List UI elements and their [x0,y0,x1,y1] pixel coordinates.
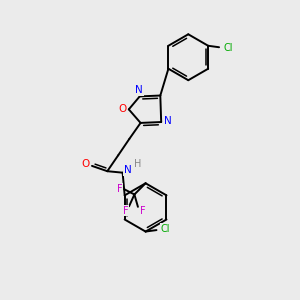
Text: F: F [140,206,145,216]
Text: F: F [123,206,128,216]
Text: N: N [164,116,172,126]
Text: N: N [124,165,132,175]
Text: Cl: Cl [223,43,232,53]
Text: O: O [118,104,126,114]
Text: O: O [81,159,90,170]
Text: Cl: Cl [160,224,170,234]
Text: F: F [117,184,122,194]
Text: H: H [134,159,141,170]
Text: N: N [135,85,143,95]
